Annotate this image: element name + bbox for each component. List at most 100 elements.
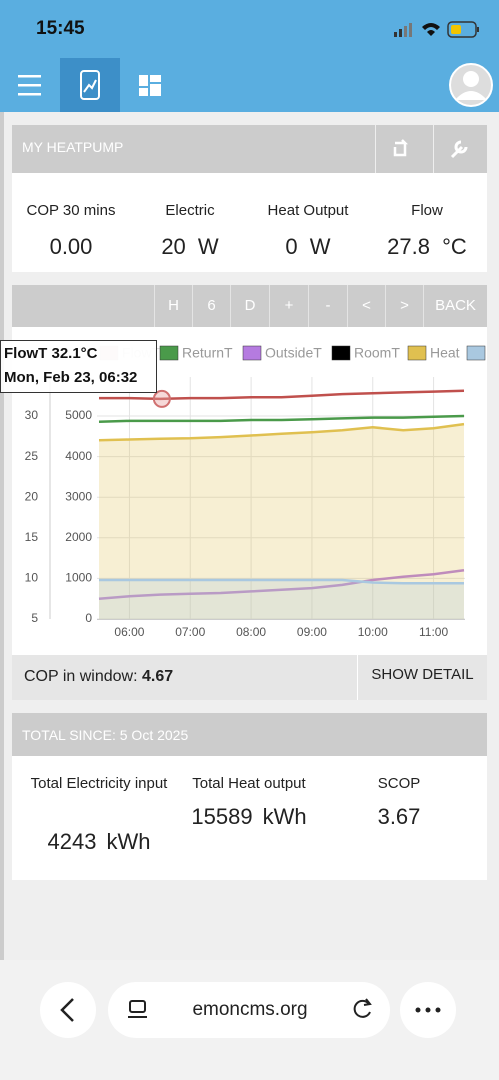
series-line [98,569,465,600]
toolbar-button[interactable]: BACK [423,285,487,327]
y2-tick-label: 3000 [65,489,92,503]
y2-tick-label: 2000 [65,530,92,544]
reload[interactable] [353,998,372,1018]
total-value: 3.67 [324,804,474,830]
y-tick-label: 30 [25,408,39,422]
header-title: MY HEATPUMP [22,139,124,155]
x-tick-label: 09:00 [297,625,327,639]
header-bar [12,125,487,173]
legend-swatch [331,345,351,361]
hover-marker [152,389,171,408]
stat-unit: W [197,234,219,259]
cop-value: 4.67 [141,668,174,685]
total-unit: kWh [106,829,151,854]
total-label: SCOP [377,775,421,792]
y-tick-label: 15 [25,530,39,544]
stat-unit: °C [442,234,467,259]
legend-label: OutsideT [265,345,322,361]
tooltip-box [0,340,157,393]
x-tick-label: 06:00 [114,625,144,639]
stat-number: 0 [285,234,298,259]
tooltip-title: FlowT 32.1°C [4,345,98,362]
totals-bar [12,713,487,756]
series-area [99,424,464,619]
y2-tick-label: 1000 [65,571,92,585]
toolbar-button[interactable]: H [154,285,192,327]
browser-controls [40,982,456,1038]
show-detail-button[interactable]: SHOW DETAIL [371,666,474,683]
y-tick-label: 25 [25,449,39,463]
toolbar [12,285,487,327]
back-button[interactable] [40,982,96,1038]
cop-row [12,655,487,700]
tooltip-subtitle: Mon, Feb 23, 06:32 [4,369,137,386]
settings-button[interactable] [450,140,468,159]
y-tick-label: 20 [25,489,39,503]
cop-label-text: COP in window: [24,668,138,685]
nav-icons [18,58,493,112]
stat-number: 0.00 [49,234,93,259]
clock: 15:45 [36,18,85,39]
y-tick-label: 5 [31,611,38,625]
divider [357,655,358,700]
stats-panel [12,173,487,272]
legend-label: RoomT [354,345,400,361]
legend-swatch [159,345,179,361]
toolbar-button[interactable]: > [385,285,423,327]
x-tick-label: 07:00 [175,625,205,639]
total-value: 15589 kWh [174,804,324,830]
stat-value: 20 W [120,234,260,260]
total-label: Total Electricity input [30,775,168,792]
stat-label: COP 30 mins [26,202,116,219]
address-bar[interactable] [108,982,390,1038]
y-tick-label: 10 [25,571,39,585]
series-line [98,422,465,442]
stat-label: Electric [165,202,215,219]
series-line [99,389,465,401]
scroll-edge [0,112,4,962]
menu-button[interactable] [18,75,41,96]
y2-tick-label: 0 [85,611,92,625]
total-value: 4243 kWh [24,829,174,855]
legend-label: ReturnT [182,345,233,361]
cop-label: COP in window: 4.67 [24,668,173,686]
x-tick-label: 08:00 [236,625,266,639]
stat-number: 27.8 [387,234,430,259]
header-buttons [375,125,468,173]
legend-swatch [407,345,427,361]
stat-value: 0.00 [1,234,141,260]
total-label: Total Heat output [192,775,306,792]
y2-tick-label: 4000 [65,449,92,463]
y2-tick-label: 5000 [65,408,92,422]
x-tick-label: 10:00 [358,625,388,639]
url: emoncms.org [192,999,308,1020]
stat-unit: W [309,234,331,259]
status-icons [394,21,479,38]
totals-panel [12,756,487,880]
stat-label: Heat Output [267,202,349,219]
series-line [99,578,464,585]
series-line [98,414,465,423]
legend-swatch [242,345,262,361]
totals-title: TOTAL SINCE: 5 Oct 2025 [22,727,189,743]
stat-value: 0 W [238,234,378,260]
legend-label: Heat [430,345,460,361]
toolbar-button[interactable]: < [347,285,385,327]
chart: 5 10 15 20 25 30 0 1000 2000 3000 4000 5000 06:00 07:… [0,340,486,639]
total-number: 4243 [47,829,97,854]
toolbar-button[interactable]: + [269,285,308,327]
toolbar-button[interactable]: D [230,285,269,327]
stat-value: 27.8 °C [357,234,497,260]
series-area [99,580,464,619]
dashboard-tab[interactable] [139,75,161,96]
toolbar-button[interactable]: - [308,285,347,327]
total-number: 15589 [191,804,253,829]
total-number: 3.67 [377,804,421,829]
legend-swatch [466,345,486,361]
x-tick-label: 11:00 [419,625,448,639]
stat-label: Flow [411,202,443,219]
refresh-button[interactable] [393,139,409,157]
total-unit: kWh [262,804,307,829]
toolbar-button[interactable]: 6 [192,285,230,327]
